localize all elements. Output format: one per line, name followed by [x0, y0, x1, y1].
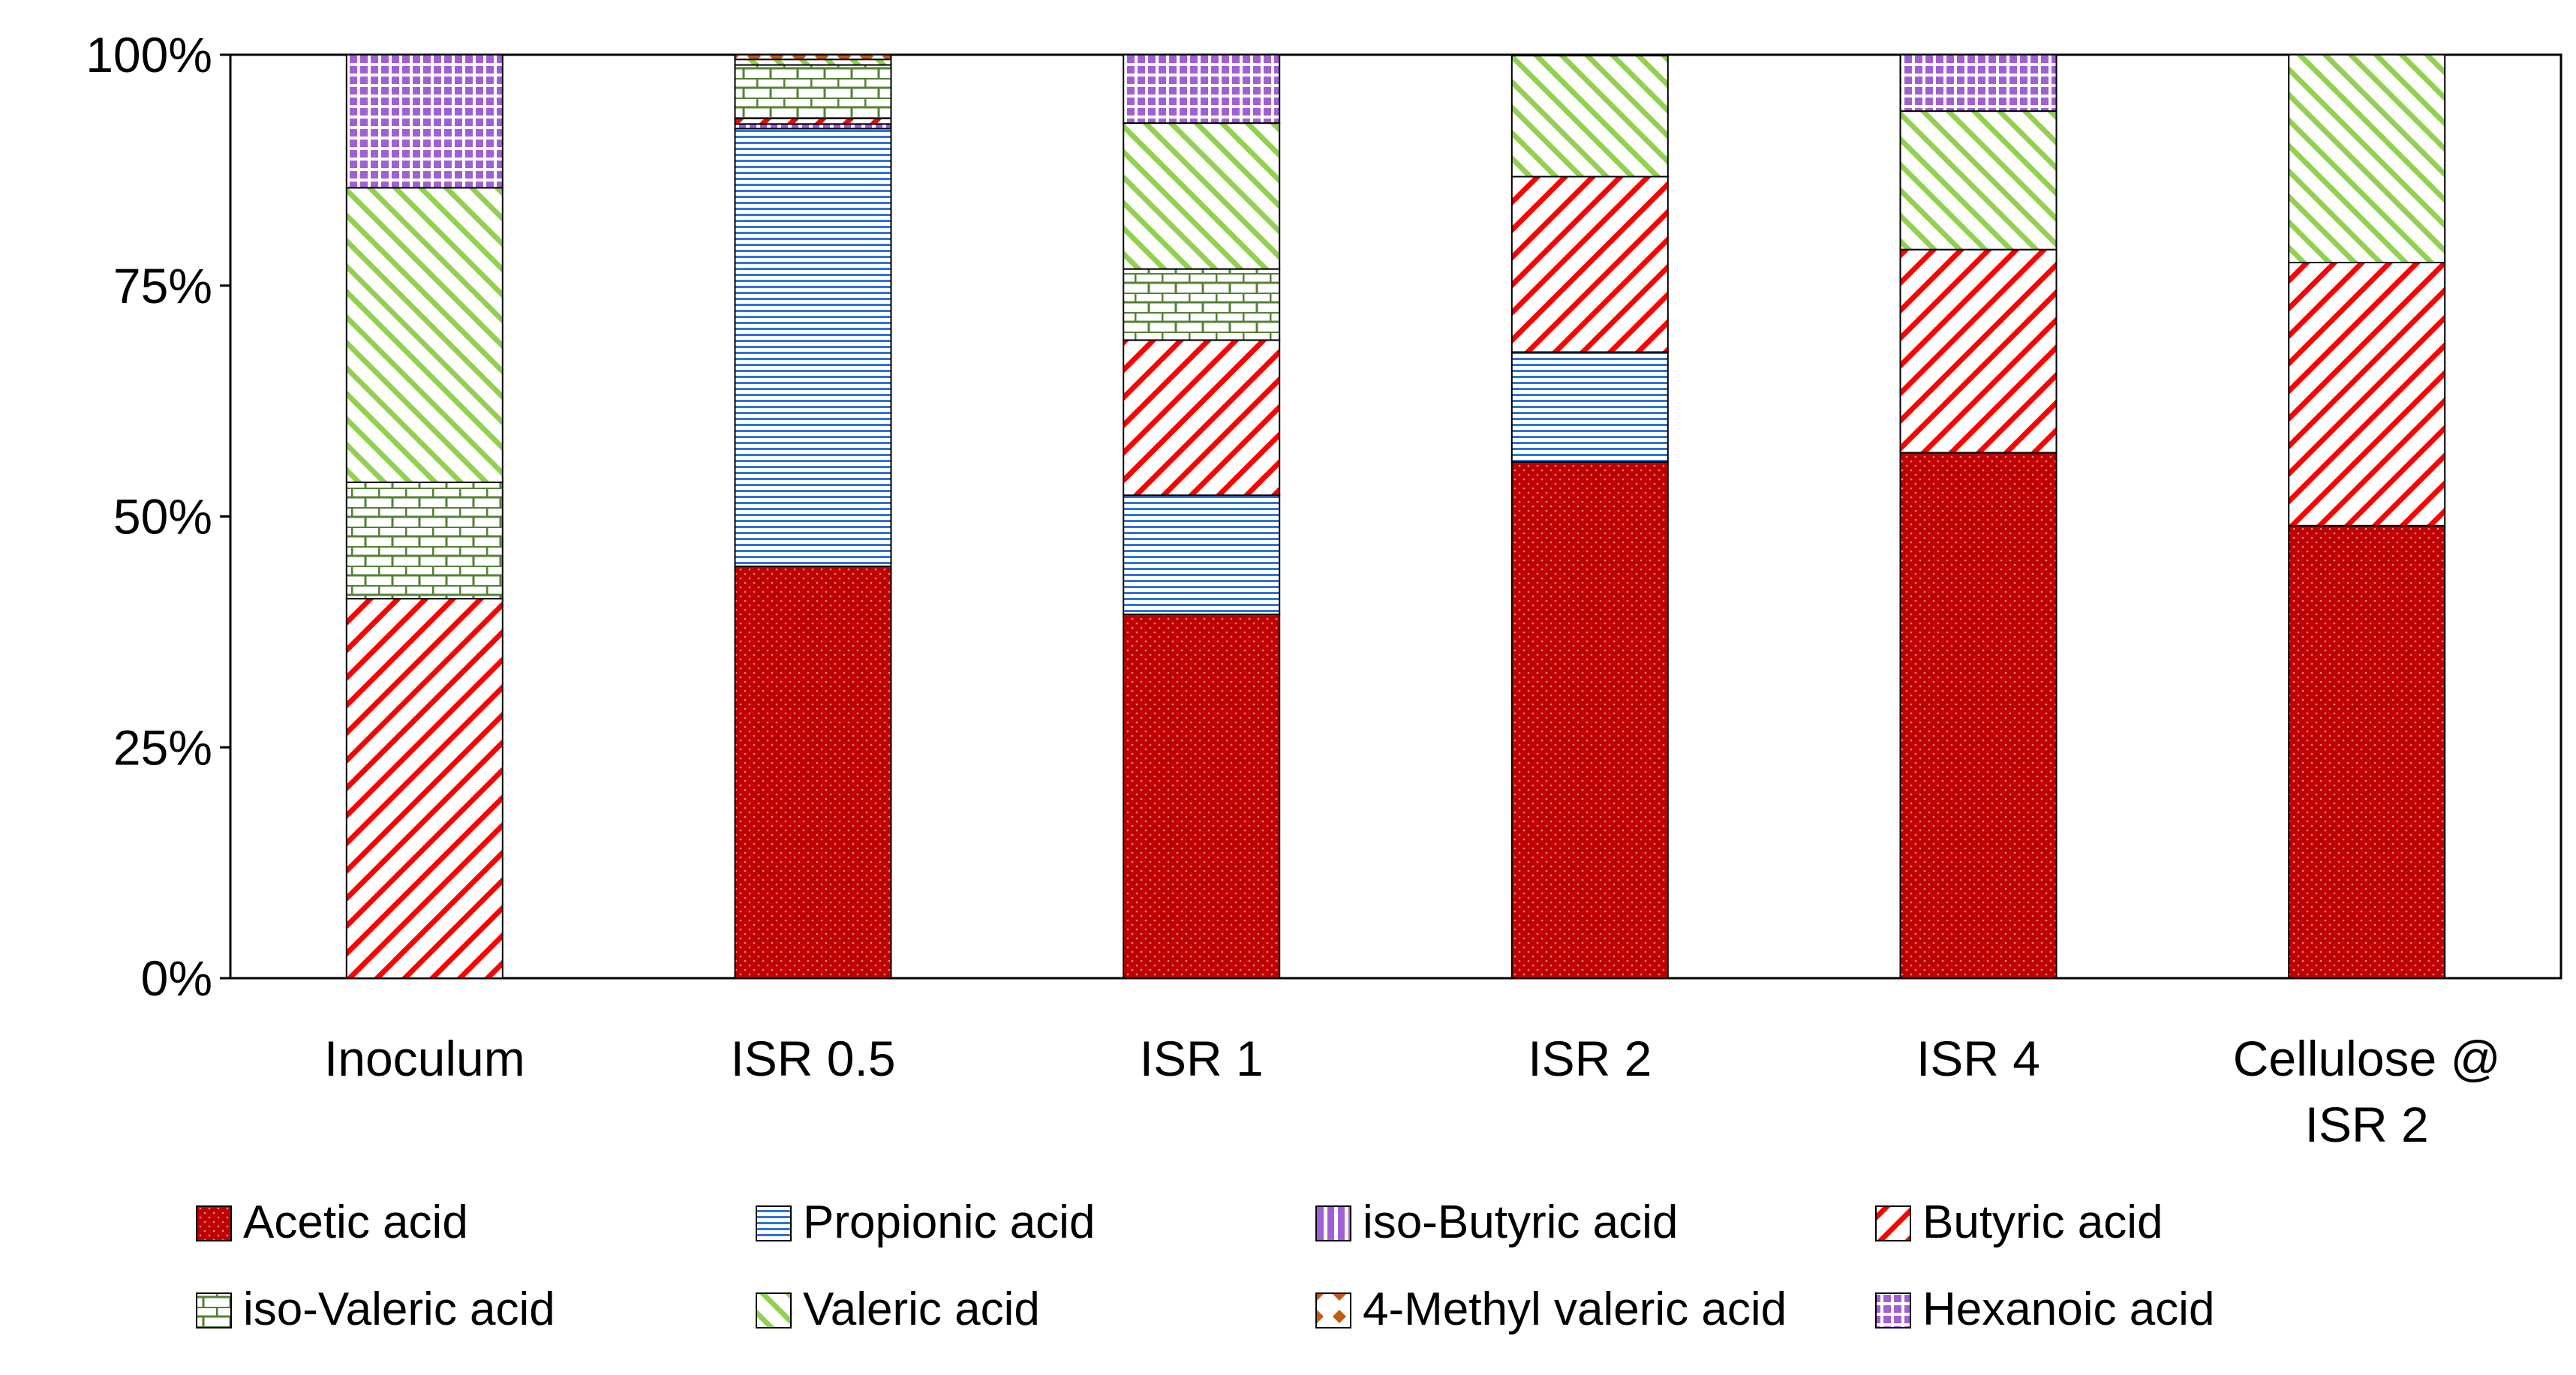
- legend-swatch-valeric-acid: [756, 1292, 792, 1328]
- bar-segment-butyric-acid-1: [734, 117, 892, 125]
- legend-swatch-acetic-acid: [196, 1205, 232, 1241]
- legend-label-4-methyl-valeric-acid: 4-Methyl valeric acid: [1363, 1283, 1787, 1335]
- legend-label-iso-valeric-acid: iso-Valeric acid: [243, 1283, 555, 1335]
- legend-label-hexanoic-acid: Hexanoic acid: [1922, 1283, 2214, 1335]
- y-axis-ticks: 0% 25% 50% 75% 100%: [86, 27, 230, 1006]
- bar-segment-valeric-acid-0: [345, 187, 503, 484]
- bar-segment-acetic-acid-1: [734, 566, 892, 979]
- x-category-label: Inoculum: [324, 1031, 525, 1086]
- y-tick-label: 100%: [86, 27, 212, 83]
- bar-segment-iso-valeric-acid-0: [345, 482, 503, 600]
- legend-swatch-hexanoic-acid: [1875, 1292, 1911, 1328]
- bar-segment-iso-valeric-acid-1: [734, 64, 892, 119]
- legend-label-butyric-acid: Butyric acid: [1922, 1196, 2163, 1248]
- y-tick-label: 50%: [113, 489, 212, 545]
- y-tick-label: 25%: [113, 719, 212, 775]
- bar-segment-valeric-acid-1: [734, 59, 892, 66]
- legend-swatch-iso-butyric-acid: [1315, 1205, 1351, 1241]
- legend-swatch-butyric-acid: [1875, 1205, 1911, 1241]
- y-tick-label: 0%: [141, 950, 212, 1006]
- bar-segment-iso-valeric-acid-2: [1123, 268, 1281, 341]
- x-category-label: ISR 1: [1140, 1031, 1264, 1086]
- legend-swatch-iso-valeric-acid: [196, 1292, 232, 1328]
- bar-segment-valeric-acid-5: [2288, 54, 2446, 263]
- bar-segment-hexanoic-acid-4: [1899, 54, 2057, 113]
- bar-segment-4-methyl-valeric-acid-1: [734, 54, 892, 61]
- bar-segment-valeric-acid-3: [1510, 55, 1669, 178]
- legend-label-valeric-acid: Valeric acid: [803, 1283, 1040, 1335]
- x-category-label: ISR 0.5: [730, 1031, 895, 1086]
- bar-segment-butyric-acid-2: [1123, 339, 1281, 497]
- y-tick-label: 75%: [113, 258, 212, 314]
- bar-segment-valeric-acid-2: [1123, 122, 1281, 270]
- bar-segment-propionic-acid-2: [1123, 494, 1281, 616]
- legend: Acetic acid Propionic acid iso-Butyric aci…: [196, 1196, 2214, 1335]
- bars-group: [345, 54, 2446, 979]
- bar-segment-butyric-acid-3: [1510, 176, 1669, 353]
- bar-segment-propionic-acid-3: [1510, 351, 1669, 463]
- bar-segment-acetic-acid-2: [1123, 614, 1281, 979]
- bar-segment-hexanoic-acid-2: [1123, 54, 1281, 125]
- bar-segment-butyric-acid-0: [345, 598, 503, 979]
- bar-segment-acetic-acid-3: [1510, 461, 1669, 979]
- legend-label-propionic-acid: Propionic acid: [803, 1196, 1095, 1248]
- x-axis-categories: Inoculum ISR 0.5 ISR 1 ISR 2 ISR 4 Cellulose …: [324, 1031, 2501, 1152]
- legend-label-iso-butyric-acid: iso-Butyric acid: [1363, 1196, 1678, 1248]
- bar-segment-hexanoic-acid-0: [345, 54, 503, 189]
- bar-segment-butyric-acid-5: [2288, 262, 2446, 527]
- x-category-label: Cellulose @ ISR 2: [2233, 1031, 2501, 1152]
- bar-segment-butyric-acid-4: [1899, 248, 2057, 454]
- bar-segment-valeric-acid-4: [1899, 110, 2057, 251]
- x-category-label: ISR 2: [1528, 1031, 1652, 1086]
- legend-swatch-propionic-acid: [756, 1205, 792, 1241]
- bar-segment-acetic-acid-4: [1899, 452, 2057, 979]
- legend-label-acetic-acid: Acetic acid: [243, 1196, 468, 1248]
- plot-area: [229, 53, 2562, 980]
- bar-segment-acetic-acid-5: [2288, 524, 2446, 979]
- legend-swatch-4-methyl-valeric-acid: [1315, 1292, 1351, 1328]
- x-category-label: ISR 4: [1916, 1031, 2040, 1086]
- bar-segment-propionic-acid-1: [734, 128, 892, 567]
